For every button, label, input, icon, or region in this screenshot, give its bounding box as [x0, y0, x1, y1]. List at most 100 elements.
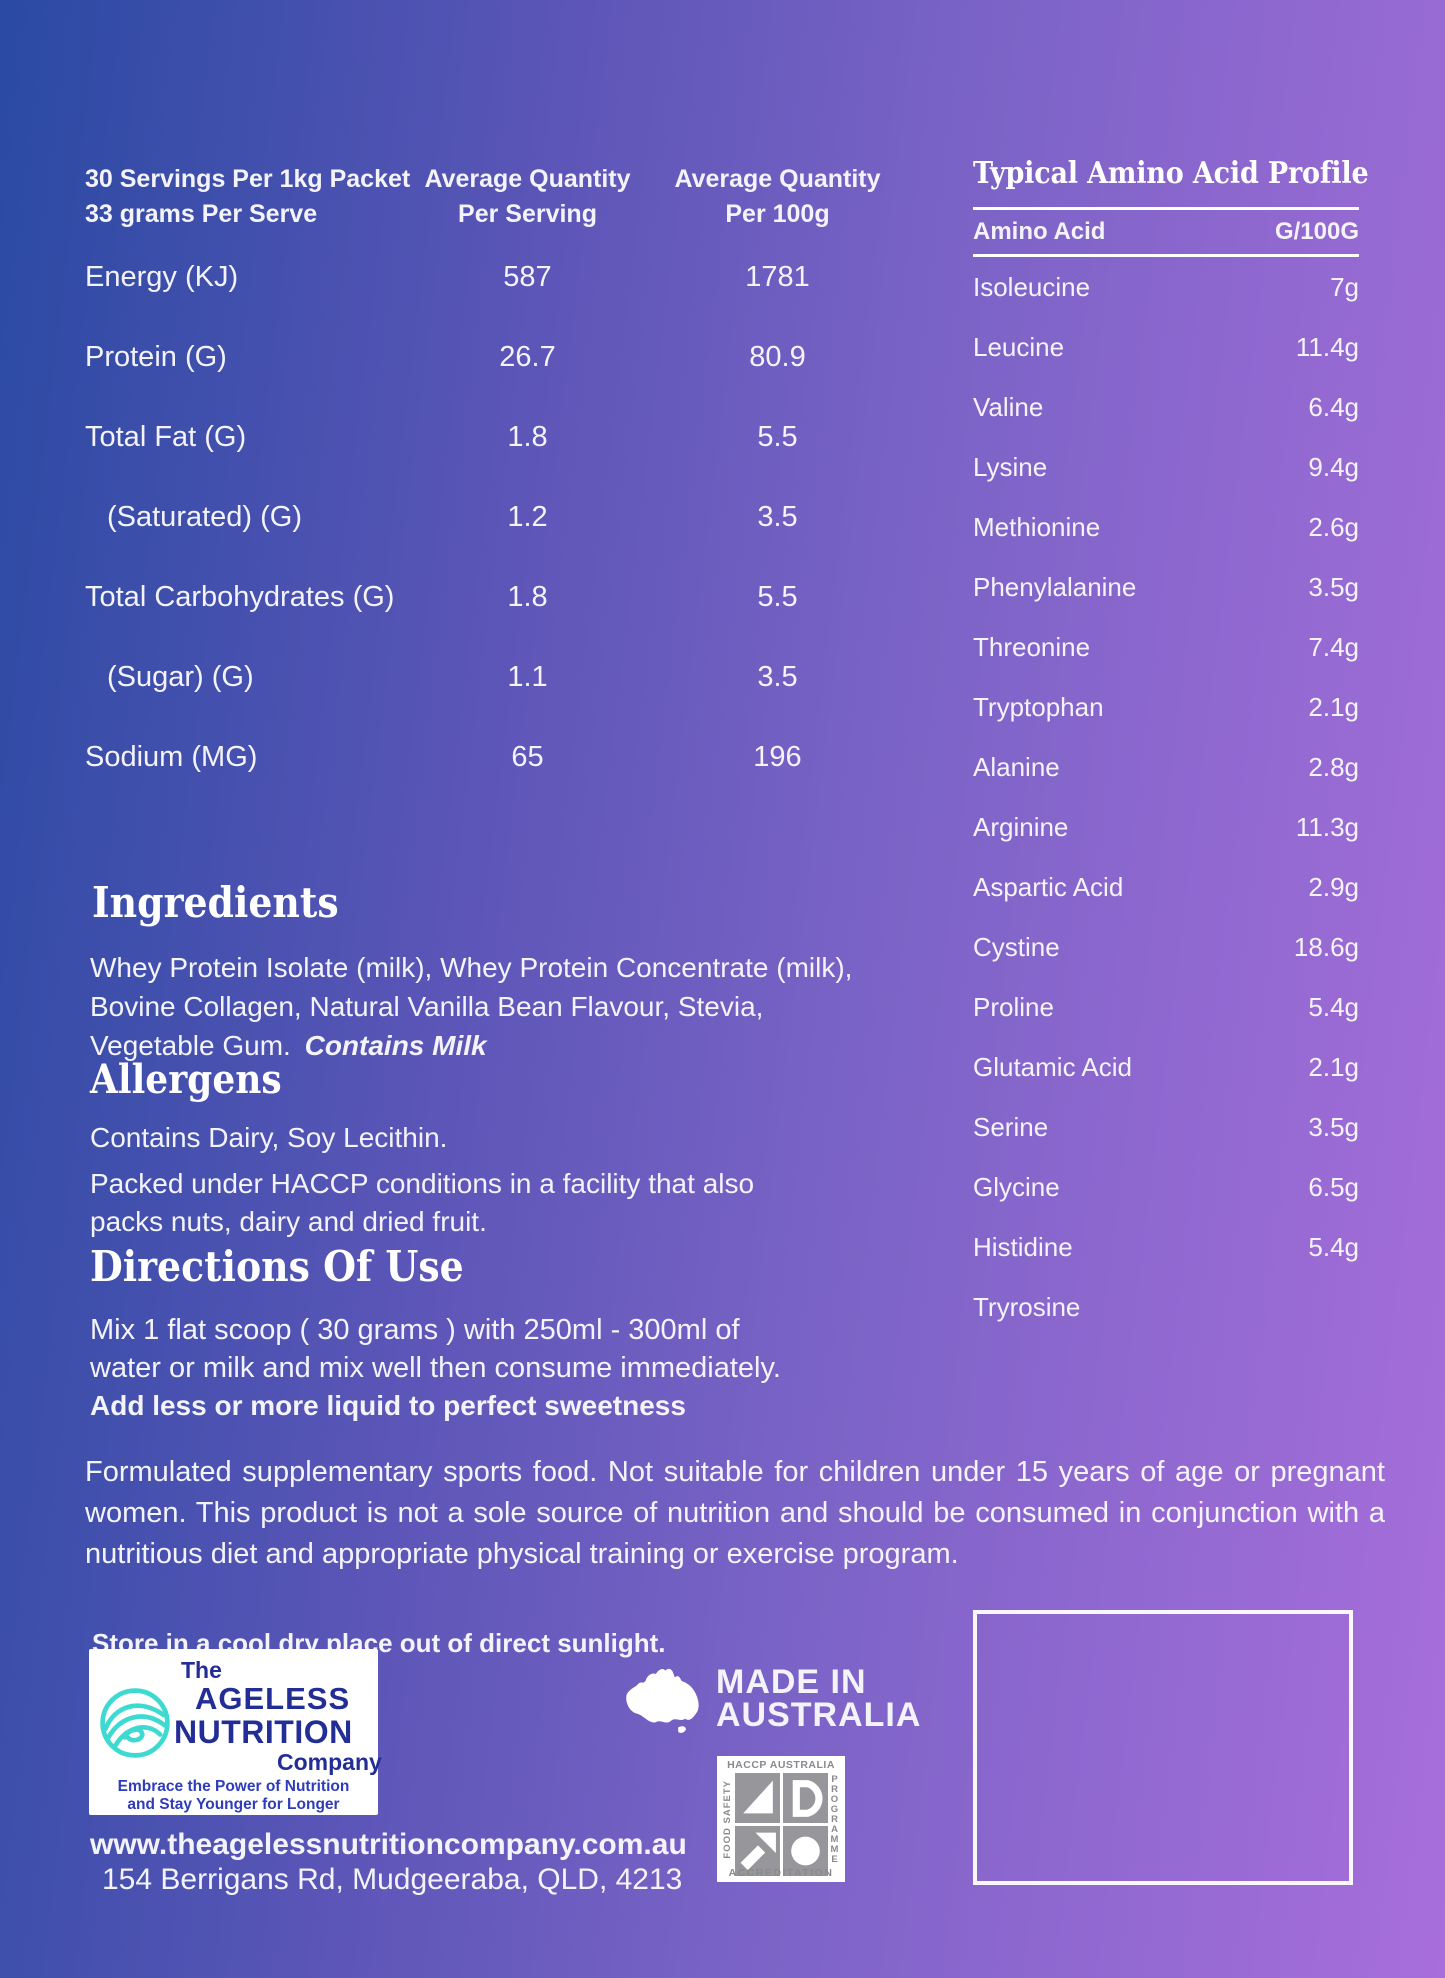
nutrient-label: Total Fat (G): [85, 420, 247, 453]
servings-line1: 30 Servings Per 1kg Packet: [85, 165, 411, 193]
haccp-top-text: HACCP AUSTRALIA: [727, 1759, 835, 1771]
table-row: Glycine 6.5g: [973, 1157, 1359, 1217]
amino-name: Valine: [973, 391, 1044, 422]
servings-info: 30 Servings Per 1kg Packet 33 grams Per …: [85, 162, 420, 231]
nutrition-table: Energy (KJ) 587 1781 Protein (G) 26.7 80…: [85, 237, 920, 797]
haccp-left-text: FOOD SAFETY: [722, 1779, 733, 1859]
nutrient-per-100g: 3.5: [757, 500, 798, 533]
table-row: (Sugar) (G) 1.1 3.5: [85, 637, 920, 717]
made-in-australia-text: MADE IN AUSTRALIA: [716, 1663, 922, 1734]
brand-tagline: Embrace the Power of Nutrition and Stay …: [117, 1778, 350, 1813]
table-row: Threonine 7.4g: [973, 617, 1359, 677]
haccp-right-text: PROGRAMME: [829, 1774, 840, 1864]
amino-value: 7.4g: [1308, 631, 1359, 662]
nutrient-per-serving: 26.7: [499, 340, 556, 373]
amino-name: Methionine: [973, 511, 1101, 542]
nutrient-per-serving: 1.1: [507, 660, 548, 693]
nutrient-per-100g: 3.5: [757, 660, 798, 693]
ingredients-text: Whey Protein Isolate (milk), Whey Protei…: [90, 952, 853, 1061]
divider: [973, 207, 1359, 210]
table-row: Tryrosine: [973, 1277, 1359, 1337]
nutrient-label: Total Carbohydrates (G): [85, 580, 395, 613]
amino-name: Proline: [973, 991, 1054, 1022]
amino-name: Aspartic Acid: [973, 871, 1124, 902]
amino-value: 5.4g: [1308, 991, 1359, 1022]
amino-name: Isoleucine: [973, 271, 1091, 302]
directions-title: Directions Of Use: [90, 1242, 464, 1291]
amino-name: Phenylalanine: [973, 571, 1137, 602]
batch-info-box: [973, 1610, 1353, 1885]
nutrient-per-100g: 5.5: [757, 580, 798, 613]
nutrient-per-serving: 1.8: [507, 580, 548, 613]
amino-name: Glutamic Acid: [973, 1051, 1132, 1082]
table-row: Leucine 11.4g: [973, 317, 1359, 377]
table-row: Methionine 2.6g: [973, 497, 1359, 557]
contains-milk-note: Contains Milk: [304, 1030, 487, 1061]
amino-name: Threonine: [973, 631, 1091, 662]
allergens-title: Allergens: [90, 1056, 282, 1103]
amino-name: Leucine: [973, 331, 1065, 362]
amino-col-name: Amino Acid: [973, 218, 1106, 245]
table-row: (Saturated) (G) 1.2 3.5: [85, 477, 920, 557]
amino-table: Isoleucine 7g Leucine 11.4g Valine 6.4g …: [973, 257, 1359, 1337]
allergens-line2: Packed under HACCP conditions in a facil…: [90, 1168, 755, 1237]
table-row: Total Carbohydrates (G) 1.8 5.5: [85, 557, 920, 637]
table-row: Protein (G) 26.7 80.9: [85, 317, 920, 397]
nutrient-label: Energy (KJ): [85, 260, 239, 293]
table-row: Proline 5.4g: [973, 977, 1359, 1037]
amino-value: 3.5g: [1308, 571, 1359, 602]
table-row: Histidine 5.4g: [973, 1217, 1359, 1277]
haccp-bottom-text: ACCREDITATION: [728, 1867, 834, 1879]
amino-name: Alanine: [973, 751, 1060, 782]
table-row: Valine 6.4g: [973, 377, 1359, 437]
amino-panel-title: Typical Amino Acid Profile: [973, 156, 1369, 191]
haccp-circle-icon: [782, 1825, 828, 1876]
table-row: Serine 3.5g: [973, 1097, 1359, 1157]
table-row: Lysine 9.4g: [973, 437, 1359, 497]
allergens-line1: Contains Dairy, Soy Lecithin.: [90, 1122, 448, 1153]
amino-value: 6.4g: [1308, 391, 1359, 422]
amino-value: 2.6g: [1308, 511, 1359, 542]
nutrient-per-100g: 80.9: [749, 340, 806, 373]
amino-value: 11.4g: [1295, 331, 1359, 362]
nutrient-per-serving: 1.8: [507, 420, 548, 453]
column-header-per-serving: Average Quantity Per Serving: [424, 165, 631, 228]
haccp-d-icon: [782, 1772, 828, 1823]
amino-col-value: G/100G: [1274, 218, 1359, 245]
table-row: Isoleucine 7g: [973, 257, 1359, 317]
amino-value: 2.8g: [1308, 751, 1359, 782]
amino-value: 3.5g: [1308, 1111, 1359, 1142]
amino-name: Glycine: [973, 1171, 1060, 1202]
table-row: Glutamic Acid 2.1g: [973, 1037, 1359, 1097]
regulatory-disclaimer: Formulated supplementary sports food. No…: [85, 1456, 1385, 1570]
nutrition-table-header: 30 Servings Per 1kg Packet 33 grams Per …: [85, 162, 920, 231]
nutrient-label: Sodium (MG): [85, 740, 258, 773]
directions-line1: Mix 1 flat scoop ( 30 grams ) with 250ml…: [90, 1314, 740, 1346]
nutrient-label: (Saturated) (G): [107, 500, 302, 533]
australia-map-icon: [626, 1668, 699, 1733]
brand-company: Company: [277, 1749, 382, 1775]
nutrient-per-100g: 196: [753, 740, 802, 773]
amino-name: Lysine: [973, 451, 1048, 482]
nutrient-per-serving: 1.2: [507, 500, 548, 533]
amino-name: Serine: [973, 1111, 1049, 1142]
brand-website: www.theagelessnutritioncompany.com.au: [90, 1828, 687, 1861]
haccp-accreditation-badge: HACCP AUSTRALIA FOOD SAFETY PROGRAMME AC…: [717, 1756, 845, 1882]
amino-value: 11.3g: [1295, 811, 1359, 842]
made-in-australia-badge: MADE IN AUSTRALIA: [618, 1662, 921, 1736]
brand-logo: The AGELESS NUTRITION Company Embrace th…: [89, 1649, 382, 1815]
nutrient-per-serving: 65: [511, 740, 544, 773]
table-row: Cystine 18.6g: [973, 917, 1359, 977]
table-row: Sodium (MG) 65 196: [85, 717, 920, 797]
amino-name: Tryrosine: [973, 1291, 1081, 1322]
amino-value: 2.1g: [1308, 691, 1359, 722]
nutrient-per-100g: 5.5: [757, 420, 798, 453]
brand-name-line2: NUTRITION: [174, 1714, 353, 1750]
amino-table-header: Amino Acid G/100G: [973, 210, 1359, 254]
brand-the: The: [181, 1657, 222, 1683]
directions-bold-note: Add less or more liquid to perfect sweet…: [90, 1390, 686, 1421]
table-row: Energy (KJ) 587 1781: [85, 237, 920, 317]
brand-name-line1: AGELESS: [195, 1681, 351, 1716]
brand-address: 154 Berrigans Rd, Mudgeeraba, QLD, 4213: [102, 1863, 683, 1896]
